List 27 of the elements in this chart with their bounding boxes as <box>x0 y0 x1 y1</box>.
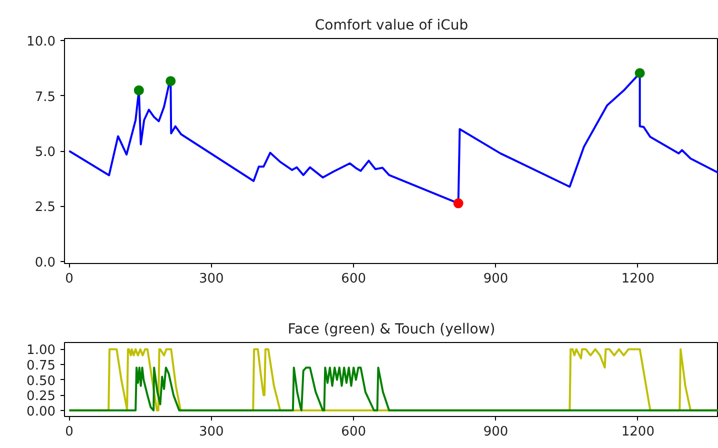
x-tick-label: 1200 <box>621 424 654 440</box>
x-tick-label: 600 <box>341 272 366 286</box>
point <box>453 198 464 208</box>
x-tick-label: 600 <box>341 424 366 440</box>
y-tick-label: 1.00 <box>26 343 56 358</box>
x-tick-label: 900 <box>483 272 508 286</box>
y-tick-label: 0.00 <box>26 404 56 420</box>
x-tick-label: 0 <box>65 272 74 286</box>
y-tick-label: 2.5 <box>34 200 56 216</box>
y-tick-label: 10.0 <box>26 34 56 50</box>
x-tick-label: 300 <box>199 272 224 286</box>
y-tick-label: 5.0 <box>34 145 56 160</box>
y-tick-label: 0.75 <box>26 358 56 374</box>
line-series <box>68 366 718 412</box>
x-tick-label: 1200 <box>621 272 654 286</box>
y-tick-label: 0.0 <box>34 255 56 270</box>
chart-title: Face (green) & Touch (yellow) <box>288 322 496 338</box>
y-tick-label: 0.25 <box>26 389 56 404</box>
point <box>134 85 144 96</box>
x-tick-label: 300 <box>199 424 224 440</box>
y-tick-label: 0.50 <box>26 374 56 389</box>
x-tick-label: 900 <box>483 424 508 440</box>
x-tick-label: 0 <box>65 424 74 440</box>
point <box>634 68 645 78</box>
y-tick-label: 7.5 <box>34 90 56 105</box>
point <box>166 76 176 86</box>
chart-title: Comfort value of iCub <box>314 18 468 34</box>
